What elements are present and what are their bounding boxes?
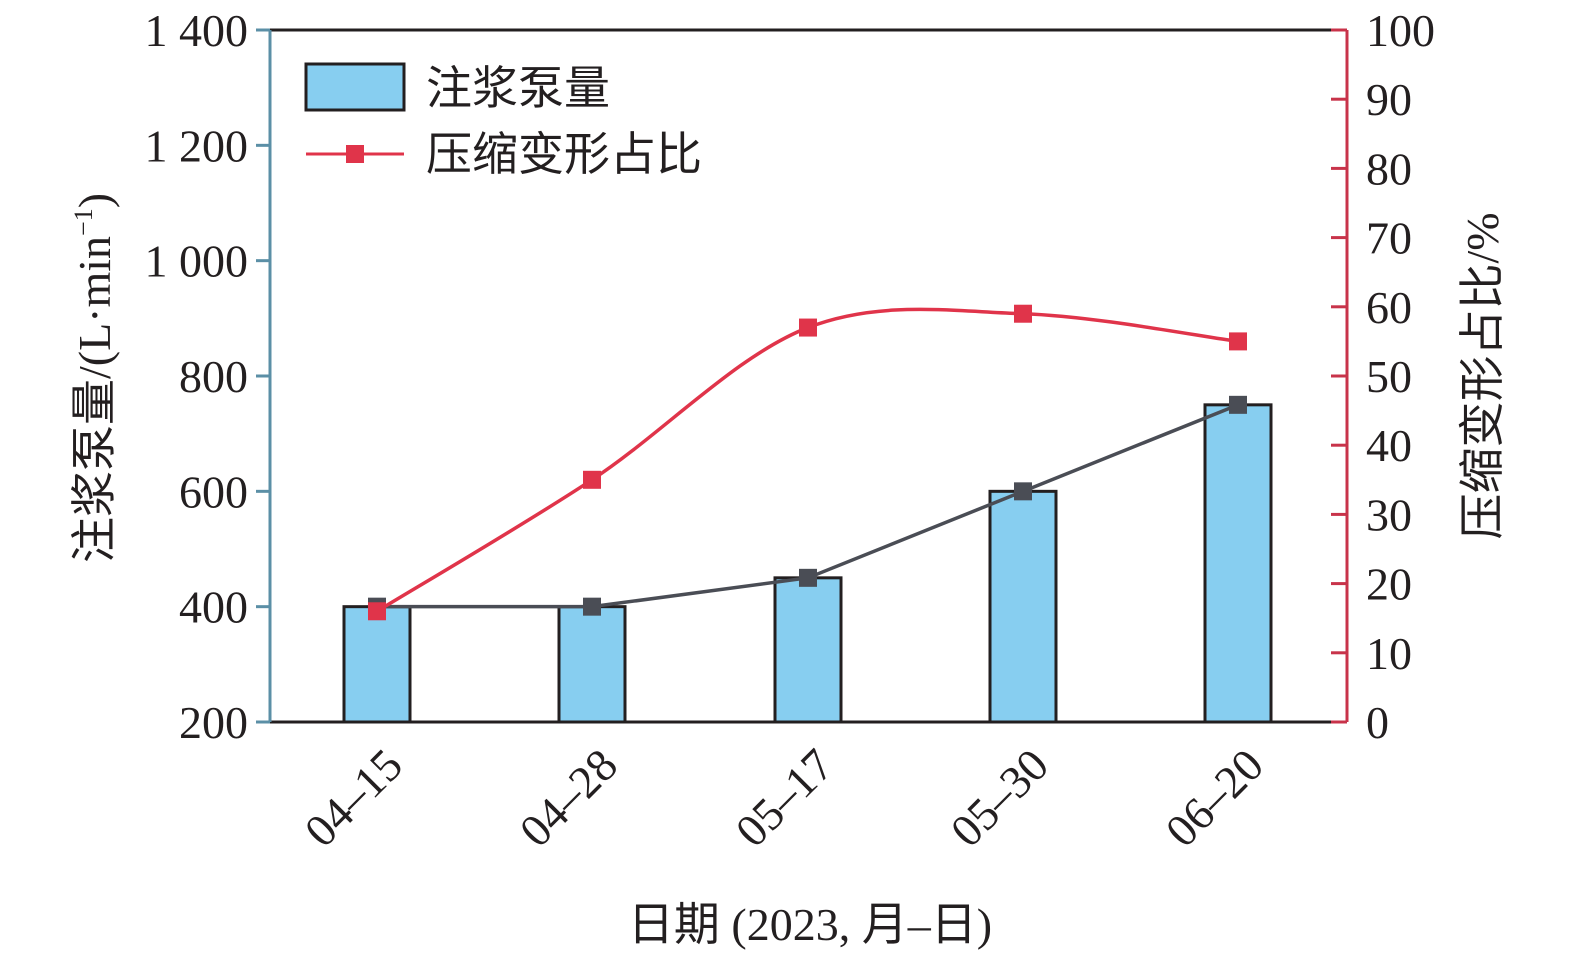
right-axis-tick-label: 100 — [1366, 5, 1435, 56]
right-axis-tick-label: 20 — [1366, 559, 1412, 610]
left-axis-tick-label: 200 — [179, 697, 248, 748]
left-axis-tick-label: 1 200 — [145, 120, 249, 171]
right-axis-title: 压缩变形占比/% — [1457, 212, 1508, 539]
bar — [342, 605, 412, 724]
left-axis-title-exponent: −1 — [69, 208, 98, 236]
compression-ratio-marker — [799, 318, 817, 337]
right-axis-tick-label: 10 — [1366, 628, 1412, 679]
legend-bar-swatch — [304, 62, 406, 112]
right-axis-tick-label: 0 — [1366, 697, 1389, 748]
bar-trend-marker — [799, 568, 817, 587]
bar — [1203, 403, 1273, 724]
bar — [988, 489, 1058, 724]
legend-line-label: 压缩变形占比 — [426, 129, 702, 180]
compression-ratio-marker — [1014, 304, 1032, 323]
left-axis-title: 注浆泵量/(L·min−1) — [69, 193, 120, 563]
x-axis-title: 日期 (2023, 月–日) — [628, 899, 992, 950]
compression-ratio-marker — [583, 470, 601, 489]
x-axis-tick-label: 04–28 — [510, 739, 627, 856]
right-axis-tick-label: 60 — [1366, 282, 1412, 333]
compression-ratio-marker — [368, 602, 386, 621]
left-axis-tick-label: 400 — [179, 582, 248, 633]
right-axis-tick-label: 90 — [1366, 74, 1412, 125]
bar-trend-marker — [583, 597, 601, 616]
x-axis: 04–15 04–28 05–17 05–30 06–20 — [295, 739, 1273, 856]
bar — [773, 576, 843, 724]
left-axis-title-main: 注浆泵量/(L·min — [69, 236, 120, 563]
left-axis-tick-label: 1 400 — [145, 5, 249, 56]
right-axis-tick-label: 40 — [1366, 420, 1412, 471]
x-axis-tick-label: 05–30 — [941, 739, 1058, 856]
x-axis-tick-label: 05–17 — [726, 739, 843, 856]
legend-line-marker — [346, 145, 364, 163]
right-axis: 0 10 20 30 40 50 60 70 80 90 100 — [1331, 5, 1435, 748]
right-axis-tick-label: 30 — [1366, 489, 1412, 540]
x-axis-tick-label: 06–20 — [1156, 739, 1273, 856]
left-axis: 200 400 600 800 1 000 1 200 1 400 — [145, 5, 270, 748]
bar-trend-marker — [1014, 482, 1032, 501]
right-axis-tick-label: 70 — [1366, 213, 1412, 264]
right-axis-tick-label: 50 — [1366, 351, 1412, 402]
legend-bar-label: 注浆泵量 — [426, 63, 610, 114]
compression-ratio-line — [376, 307, 1239, 613]
x-axis-tick-label: 04–15 — [295, 739, 412, 856]
bar-trend-marker — [1229, 395, 1247, 414]
left-axis-tick-label: 1 000 — [145, 236, 249, 287]
left-axis-tick-label: 600 — [179, 466, 248, 517]
left-axis-tick-label: 800 — [179, 351, 248, 402]
bar — [557, 605, 627, 724]
legend: 注浆泵量 压缩变形占比 — [304, 62, 702, 180]
bars — [342, 403, 1273, 724]
compression-ratio-marker — [1229, 332, 1247, 351]
lines — [368, 304, 1247, 621]
left-axis-title-suffix: ) — [69, 193, 120, 208]
right-axis-tick-label: 80 — [1366, 143, 1412, 194]
